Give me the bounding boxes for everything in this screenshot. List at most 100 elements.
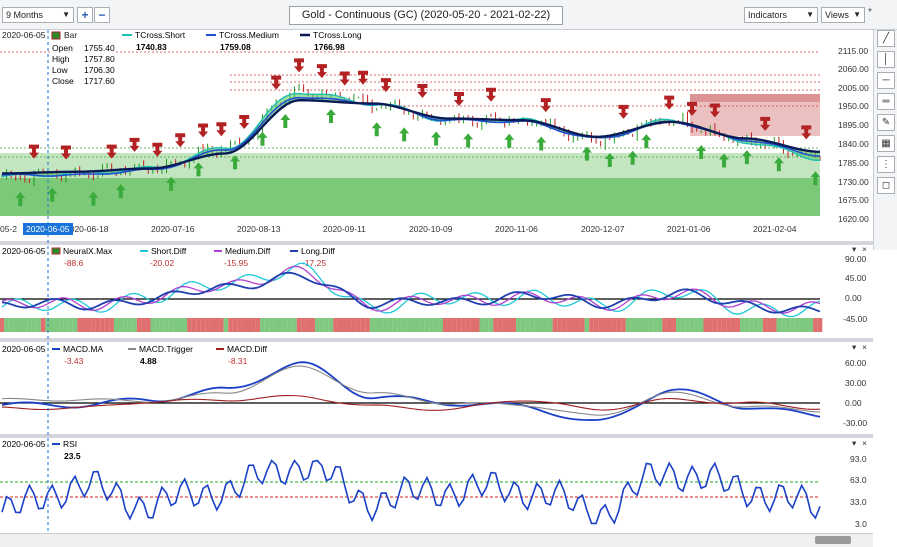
close-icon[interactable]: × (862, 244, 867, 254)
neuralx-bar (465, 318, 471, 332)
callout-icon[interactable]: ◻ (877, 177, 895, 194)
diff-line-0 (1, 262, 821, 318)
neuralx-bar (173, 318, 178, 332)
y-tick: 1730.00 (838, 177, 869, 187)
neuralx-bar (337, 318, 343, 332)
y-tick: -30.00 (843, 418, 867, 428)
neuralx-bar (155, 318, 160, 332)
neuralx-bar (813, 318, 818, 332)
price-cursor-date: 2020-06-05 (2, 30, 46, 40)
pencil-icon[interactable]: ╱ (877, 30, 895, 47)
close-icon[interactable]: × (862, 342, 867, 352)
neuralx-bar (575, 318, 581, 332)
neuralx-bar (753, 318, 759, 332)
open-label: Open (52, 43, 73, 53)
legend-macd-trigger: MACD.Trigger (139, 344, 193, 354)
neuralx-bar (671, 318, 677, 332)
neuralx-bar (141, 318, 146, 332)
vertical-line-icon[interactable]: │ (877, 51, 895, 68)
charts-area[interactable]: 2020-06-05 Bar Open 1755.40 High 1757.80… (0, 30, 873, 533)
neuralx-bar (639, 318, 645, 332)
close-value: 1717.60 (84, 76, 115, 86)
panel-divider[interactable] (0, 338, 873, 342)
neuralx-swatch (51, 247, 61, 255)
neuralx-bar (127, 318, 133, 332)
y-tick: 1675.00 (838, 195, 869, 205)
neuralx-bar (328, 318, 334, 332)
neuralx-bar (17, 318, 23, 332)
neuralx-bar (0, 318, 5, 332)
neuralx-bar (534, 318, 539, 332)
horizontal-line-icon[interactable]: ─ (877, 72, 895, 89)
neuralx-bar (378, 318, 384, 332)
x-tick: 2020-09-11 (323, 224, 366, 234)
pen-icon[interactable]: ✎ (877, 114, 895, 131)
neuralx-bar (365, 318, 370, 332)
open-value: 1755.40 (84, 43, 115, 53)
neuralx-bar (561, 318, 567, 332)
y-tick: 63.0 (850, 475, 867, 485)
legend-tcross-long-value: 1766.98 (314, 42, 345, 52)
legend-tcross-medium: TCross.Medium (219, 30, 279, 40)
panel-collapse-icon[interactable]: ▾ (852, 342, 857, 352)
neuralx-bar (333, 318, 338, 332)
instrument-title[interactable]: Gold - Continuous (GC) (2020-05-20 - 202… (289, 6, 563, 25)
views-label: Views (825, 10, 849, 20)
panel-divider[interactable] (0, 241, 873, 245)
vertical-dots-icon[interactable]: ⋮ (877, 156, 895, 173)
pin-icon[interactable]: * (868, 7, 872, 18)
neuralx-bar (794, 318, 800, 332)
neuralx-bar (59, 318, 64, 332)
legend-macd-trigger-value: 4.88 (140, 356, 157, 366)
neuralx-bar (415, 318, 421, 332)
neuralx-bar (470, 318, 475, 332)
panel-collapse-icon[interactable]: ▾ (852, 244, 857, 254)
indicators-menu[interactable]: Indicators ▼ (744, 7, 818, 23)
horizontal-scrollbar[interactable] (0, 533, 873, 547)
buy-arrow-icon (15, 192, 26, 207)
rsi-line (1, 459, 821, 525)
y-tick: 33.0 (850, 497, 867, 507)
sell-arrow-icon (687, 101, 698, 116)
views-menu[interactable]: Views ▼ (821, 7, 865, 23)
buy-arrow-icon (399, 127, 410, 142)
neuralx-bar (511, 318, 517, 332)
macd-panel[interactable]: 2020-06-05 MACD.MA -3.43 MACD.Trigger 4.… (0, 342, 873, 438)
neuralx-bar (72, 318, 78, 332)
neuralx-bar (255, 318, 261, 332)
neuralx-bar (717, 318, 722, 332)
panel-collapse-icon[interactable]: ▾ (852, 438, 857, 448)
panel-divider[interactable] (0, 434, 873, 438)
neuralx-bar (100, 318, 105, 332)
buy-arrow-icon (810, 171, 821, 186)
neuralx-bar (118, 318, 124, 332)
neuralx-bar (292, 318, 297, 332)
neuralx-bar (145, 318, 151, 332)
period-select[interactable]: 9 Months ▼ (2, 7, 74, 23)
price-panel[interactable]: 2020-06-05 Bar Open 1755.40 High 1757.80… (0, 30, 873, 245)
buy-arrow-icon (627, 150, 638, 165)
legend-rsi-value: 23.5 (64, 451, 81, 461)
buy-arrow-icon (604, 153, 615, 168)
neural-panel[interactable]: 2020-06-05 NeuralX.Max -88.6 Short.Diff … (0, 244, 873, 342)
plus-icon[interactable]: + (77, 7, 93, 23)
neuralx-bar (474, 318, 480, 332)
sell-arrow-icon (417, 83, 428, 98)
minus-icon[interactable]: − (94, 7, 110, 23)
indicators-label: Indicators (748, 10, 788, 20)
neuralx-bar (433, 318, 439, 332)
neuralx-bar (776, 318, 782, 332)
y-tick: 30.00 (845, 378, 867, 388)
neuralx-bar (104, 318, 110, 332)
neuralx-bar (584, 318, 590, 332)
horizontal-line-icon[interactable]: ═ (877, 93, 895, 110)
neuralx-bar (63, 318, 69, 332)
neuralx-bar (287, 318, 293, 332)
x-tick: 2020-06-18 (65, 224, 109, 234)
close-icon[interactable]: × (862, 438, 867, 448)
diff-line-1 (1, 265, 821, 314)
scrollbar-thumb[interactable] (815, 536, 851, 544)
rsi-panel[interactable]: 2020-06-05 RSI 23.5 93.0 63.0 33.0 3.0 ▾… (0, 438, 867, 529)
grid-icon[interactable]: ▦ (877, 135, 895, 152)
neuralx-bar (95, 318, 101, 332)
